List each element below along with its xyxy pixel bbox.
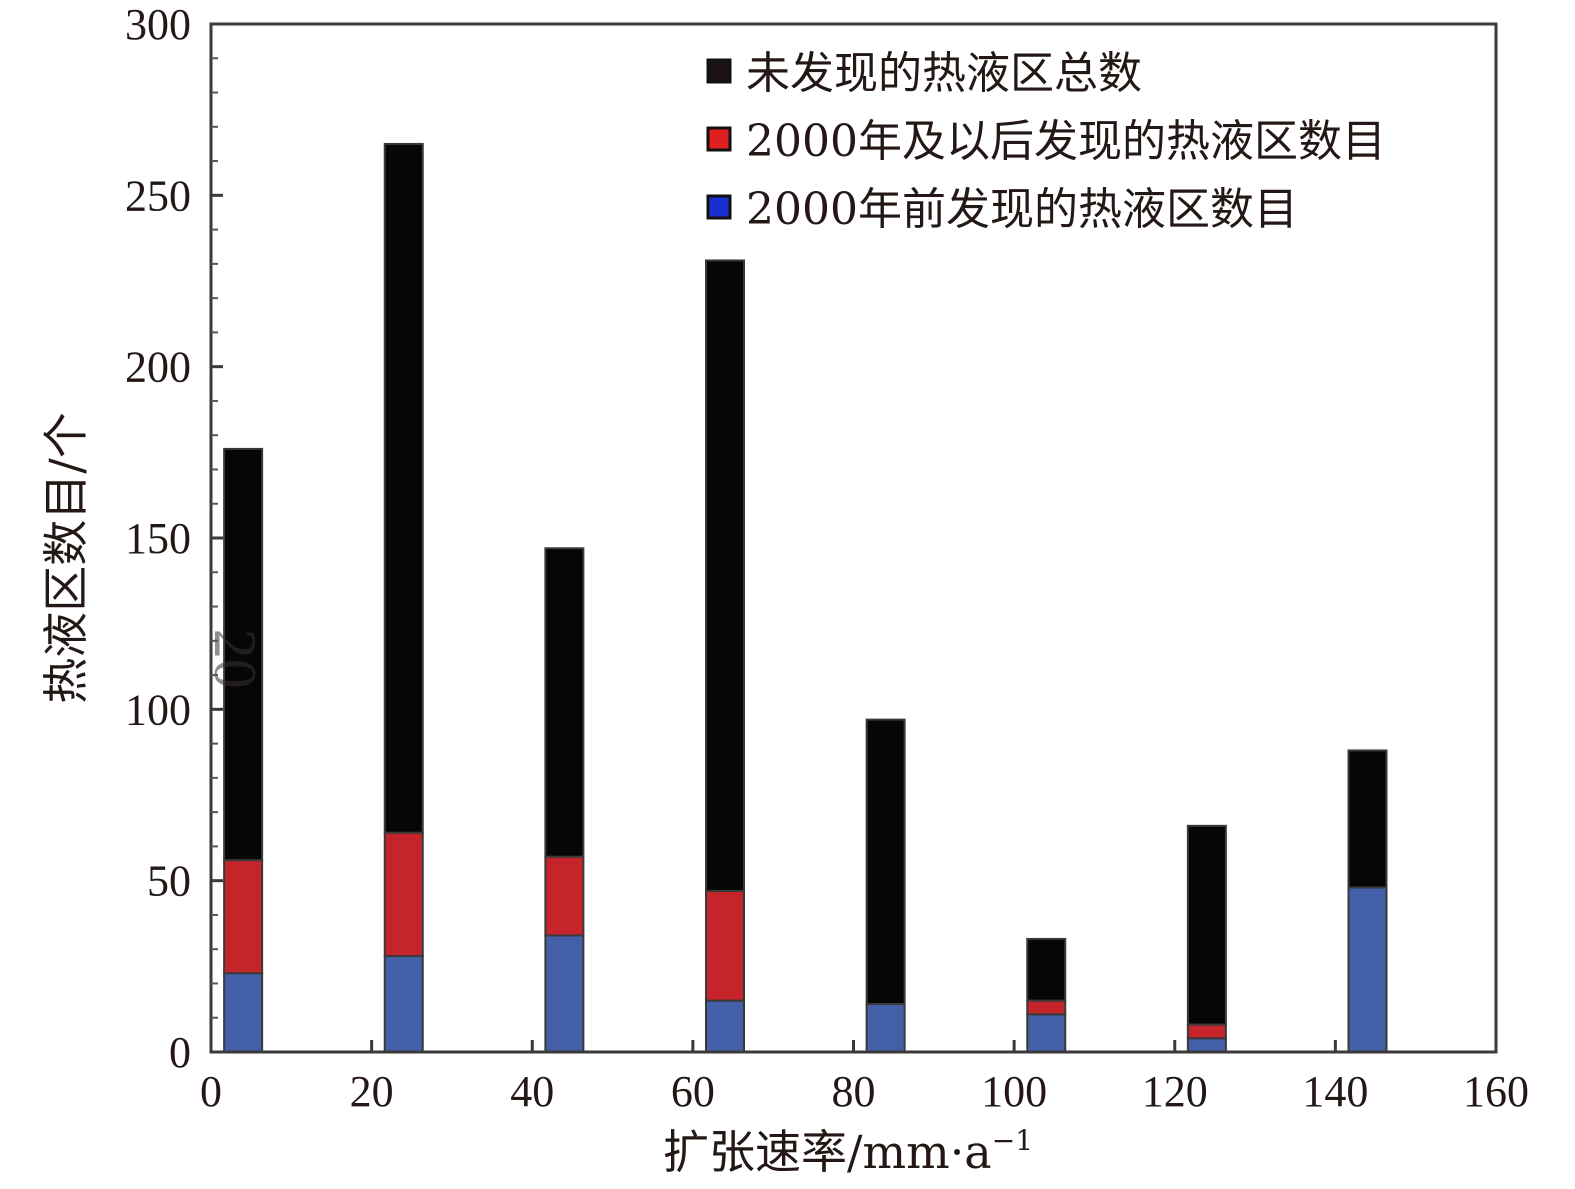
- bar-undiscovered-84: [865, 718, 906, 1006]
- bar-undiscovered-124: [1186, 824, 1227, 1026]
- x-tick-label-60: 60: [671, 1067, 715, 1116]
- y-tick-label-100: 100: [125, 685, 191, 734]
- bar-post-2000-24: [383, 831, 424, 958]
- legend-swatch-3: [706, 194, 732, 220]
- x-axis-title: 扩张速率/mm·a−1: [663, 1124, 1033, 1179]
- legend: 未发现的热液区总数 2000年及以后发现的热液区数目 2000年前发现的热液区数目: [706, 48, 1386, 235]
- bar-pre-2000-124: [1186, 1037, 1227, 1054]
- bar-post-2000-4: [223, 859, 264, 975]
- bar-undiscovered-44: [544, 547, 585, 858]
- x-tick-label-140: 140: [1302, 1067, 1368, 1116]
- legend-swatch-1: [706, 58, 732, 84]
- bar-post-2000-64: [705, 889, 745, 1002]
- legend-label-1: 未发现的热液区总数: [746, 48, 1142, 99]
- x-axis-title-superscript: −1: [992, 1124, 1033, 1157]
- axes-layer: 0 50 100 150 200 250 300 0 20 40 60 80 100 120 140 160: [125, 0, 1529, 1116]
- bar-post-2000-104: [1026, 999, 1067, 1016]
- bar-pre-2000-144: [1347, 886, 1388, 1054]
- bar-undiscovered-24: [383, 142, 424, 834]
- bar-post-2000-44: [544, 855, 585, 937]
- y-axis-title: 热液区数目/个: [39, 412, 93, 704]
- chart-annotation: 20: [202, 629, 268, 689]
- bar-pre-2000-44: [544, 934, 585, 1054]
- x-tick-label-120: 120: [1142, 1067, 1208, 1116]
- y-tick-label-0: 0: [169, 1028, 191, 1077]
- bars-layer: [223, 142, 1388, 1054]
- bar-pre-2000-84: [865, 1003, 906, 1054]
- y-tick-label-200: 200: [125, 343, 191, 392]
- bar-pre-2000-4: [223, 972, 264, 1053]
- bar-undiscovered-64: [705, 259, 745, 892]
- y-tick-label-300: 300: [125, 0, 191, 49]
- x-tick-label-80: 80: [832, 1067, 876, 1116]
- legend-label-2: 2000年及以后发现的热液区数目: [746, 116, 1386, 167]
- x-tick-label-40: 40: [510, 1067, 554, 1116]
- bar-undiscovered-4: [223, 447, 264, 862]
- x-axis-title-text: 扩张速率/mm·a: [663, 1125, 992, 1179]
- x-tick-label-20: 20: [350, 1067, 394, 1116]
- bar-undiscovered-104: [1026, 937, 1067, 1002]
- y-tick-label-250: 250: [125, 171, 191, 220]
- y-tick-label-50: 50: [147, 857, 191, 906]
- x-tick-label-0: 0: [200, 1067, 222, 1116]
- bar-pre-2000-24: [383, 955, 424, 1054]
- bar-pre-2000-104: [1026, 1013, 1067, 1053]
- legend-swatch-2: [706, 126, 732, 152]
- y-tick-label-150: 150: [125, 514, 191, 563]
- bar-pre-2000-64: [705, 999, 745, 1053]
- bar-post-2000-124: [1186, 1023, 1227, 1040]
- x-tick-label-100: 100: [981, 1067, 1047, 1116]
- legend-label-3: 2000年前发现的热液区数目: [746, 184, 1298, 235]
- bar-undiscovered-144: [1347, 749, 1388, 889]
- x-tick-label-160: 160: [1463, 1067, 1529, 1116]
